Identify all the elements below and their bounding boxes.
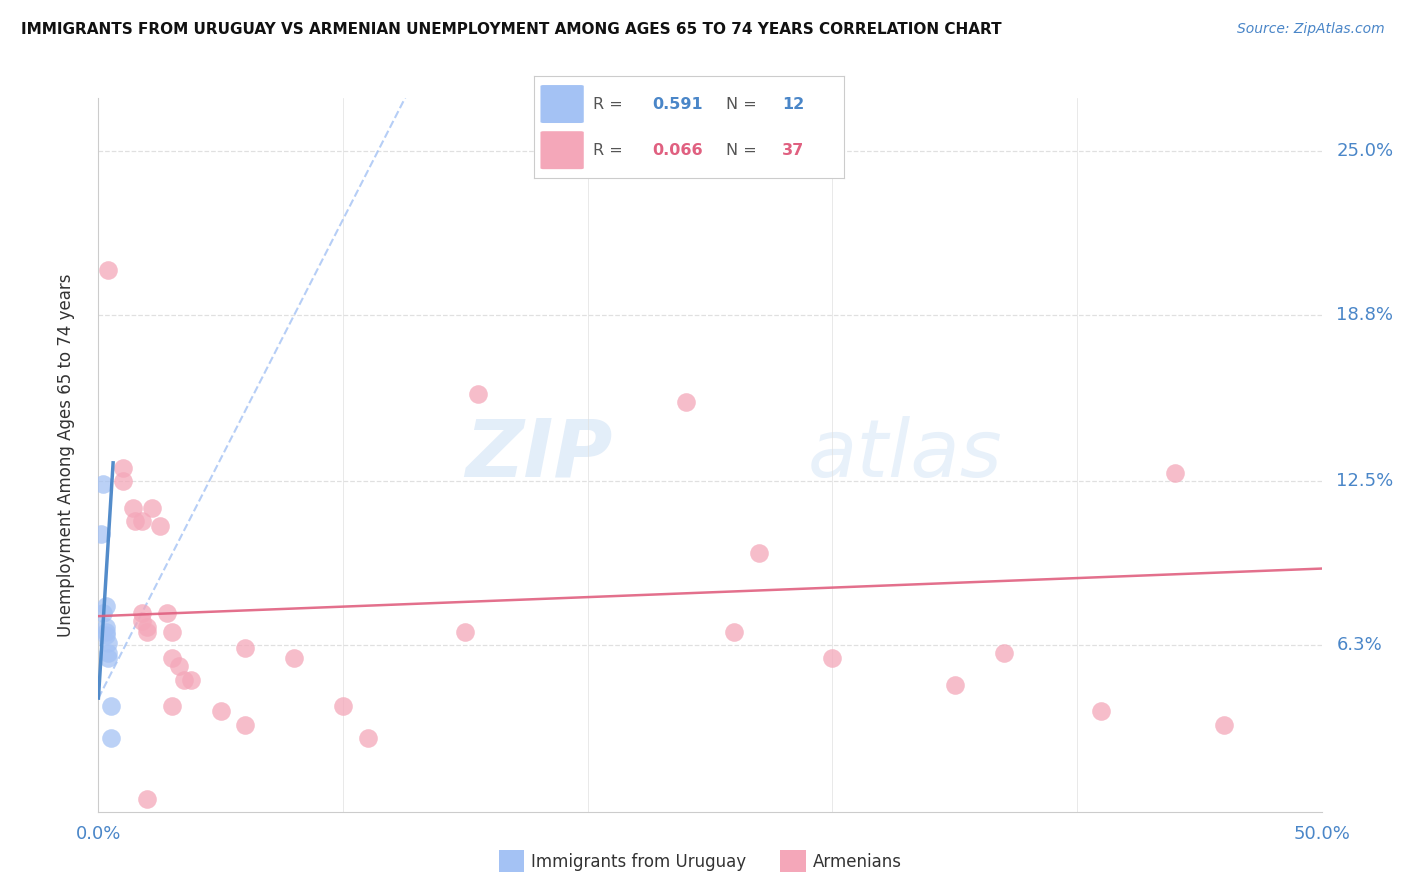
Text: 12.5%: 12.5% (1336, 473, 1393, 491)
Point (675, 395, 697, 409)
FancyBboxPatch shape (540, 85, 583, 123)
Point (160, 651, 183, 665)
Point (131, 607, 153, 621)
Point (821, 651, 844, 665)
Text: IMMIGRANTS FROM URUGUAY VS ARMENIAN UNEMPLOYMENT AMONG AGES 65 TO 74 YEARS CORRE: IMMIGRANTS FROM URUGUAY VS ARMENIAN UNEM… (21, 22, 1001, 37)
Point (356, 731, 378, 745)
Point (100, 731, 122, 745)
Text: Source: ZipAtlas.com: Source: ZipAtlas.com (1237, 22, 1385, 37)
Point (1090, 704, 1112, 718)
Text: atlas: atlas (808, 416, 1002, 494)
Text: 0.591: 0.591 (652, 96, 703, 112)
Point (156, 607, 179, 621)
Text: Armenians: Armenians (813, 853, 901, 871)
Text: 12: 12 (782, 96, 804, 112)
Text: R =: R = (593, 143, 623, 158)
Point (454, 625, 477, 640)
Point (748, 546, 770, 560)
Point (209, 704, 232, 718)
Point (131, 615, 153, 629)
Text: R =: R = (593, 96, 623, 112)
Point (160, 698, 183, 713)
Point (467, 387, 489, 401)
Point (91, 607, 114, 621)
Text: N =: N = (725, 143, 756, 158)
Point (1212, 717, 1234, 731)
Point (332, 698, 354, 713)
Point (111, 475, 134, 489)
Point (723, 625, 745, 640)
Point (91, 477, 114, 491)
Text: 18.8%: 18.8% (1336, 306, 1393, 324)
Point (167, 659, 190, 673)
Point (97, 651, 120, 665)
Point (97, 646, 120, 660)
Point (94, 627, 117, 641)
Text: N =: N = (725, 96, 756, 112)
Point (121, 500, 143, 515)
Text: ZIP: ZIP (465, 416, 612, 494)
Point (124, 514, 146, 528)
Point (136, 620, 159, 634)
Point (136, 791, 159, 805)
Text: 25.0%: 25.0% (1336, 142, 1393, 160)
Point (993, 646, 1015, 660)
Point (100, 698, 122, 713)
Point (136, 625, 159, 640)
Point (94, 625, 117, 640)
Point (160, 625, 183, 640)
Point (111, 461, 134, 475)
Point (180, 673, 202, 687)
Point (233, 717, 256, 731)
Point (149, 519, 172, 533)
Point (173, 673, 195, 687)
Point (283, 651, 305, 665)
Text: 0.066: 0.066 (652, 143, 703, 158)
Point (90, 527, 112, 541)
Point (97, 635, 120, 649)
Point (131, 514, 153, 528)
Point (94, 620, 117, 634)
Text: 6.3%: 6.3% (1336, 636, 1382, 654)
Text: Immigrants from Uruguay: Immigrants from Uruguay (531, 853, 747, 871)
Text: 37: 37 (782, 143, 804, 158)
Point (94, 599, 117, 613)
Y-axis label: Unemployment Among Ages 65 to 74 years: Unemployment Among Ages 65 to 74 years (56, 273, 75, 637)
Point (1164, 467, 1187, 481)
Point (141, 500, 163, 515)
Point (233, 640, 256, 655)
Point (943, 678, 966, 692)
FancyBboxPatch shape (540, 131, 583, 169)
Point (97, 263, 120, 277)
